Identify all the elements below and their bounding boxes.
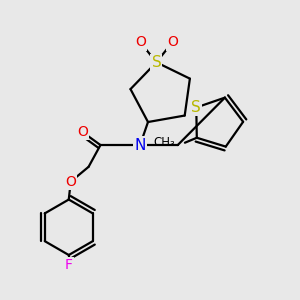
Text: S: S	[191, 100, 201, 115]
Text: O: O	[167, 35, 178, 50]
Text: F: F	[65, 258, 73, 272]
Text: S: S	[152, 55, 161, 70]
Text: CH₃: CH₃	[153, 136, 175, 149]
Text: N: N	[134, 137, 146, 152]
Text: O: O	[65, 175, 76, 189]
Text: O: O	[77, 125, 88, 139]
Text: O: O	[135, 35, 146, 50]
